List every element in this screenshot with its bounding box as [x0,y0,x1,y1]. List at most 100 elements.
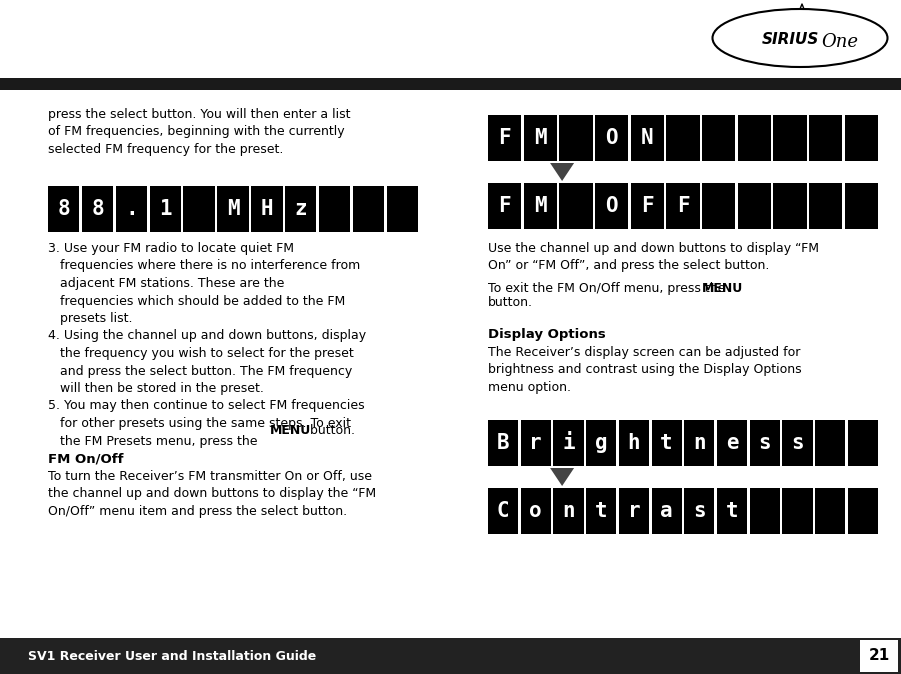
Bar [667,183,699,229]
Text: 21: 21 [869,648,889,663]
Bar [619,420,649,466]
Text: F: F [498,196,511,216]
Text: s: s [759,433,771,453]
Bar [521,488,551,534]
Bar [815,488,845,534]
Text: press the select button. You will then enter a list
of FM frequencies, beginning: press the select button. You will then e… [48,108,350,156]
Bar [809,115,842,161]
Bar [651,420,682,466]
Polygon shape [551,468,574,486]
Text: n: n [693,433,705,453]
Bar [387,186,418,232]
Text: z: z [295,199,307,219]
Text: Use the channel up and down buttons to display “FM
On” or “FM Off”, and press th: Use the channel up and down buttons to d… [488,242,819,272]
Text: To turn the Receiver’s FM transmitter On or Off, use
the channel up and down but: To turn the Receiver’s FM transmitter On… [48,470,376,518]
Bar [782,420,813,466]
Text: The Receiver’s display screen can be adjusted for
brightness and contrast using : The Receiver’s display screen can be adj… [488,346,802,394]
Bar [251,186,283,232]
Bar [702,115,735,161]
Bar [738,115,771,161]
Text: s: s [693,501,705,521]
Text: o: o [530,501,542,521]
Text: r: r [530,433,542,453]
Text: N: N [641,128,653,148]
Text: One: One [822,33,859,51]
Bar [587,488,616,534]
Text: F: F [641,196,653,216]
Text: t: t [595,501,607,521]
Bar [848,488,878,534]
Bar [717,420,747,466]
Bar [860,640,898,672]
Text: e: e [725,433,739,453]
Bar [750,488,780,534]
Text: button.: button. [488,296,533,309]
Bar [619,488,649,534]
Text: 8: 8 [58,199,70,219]
Bar [488,488,518,534]
Bar [488,183,521,229]
Bar [684,488,714,534]
Text: g: g [595,433,607,453]
Text: SIRIUS: SIRIUS [761,32,819,47]
Text: O: O [605,128,618,148]
Text: n: n [562,501,575,521]
Text: i: i [562,433,575,453]
Bar [553,488,584,534]
Text: F: F [677,196,689,216]
Bar [553,420,584,466]
Text: r: r [628,501,641,521]
Bar [560,183,593,229]
Bar [150,186,181,232]
Text: 3. Use your FM radio to locate quiet FM
   frequencies where there is no interfe: 3. Use your FM radio to locate quiet FM … [48,242,366,448]
Bar [773,183,806,229]
Bar [702,183,735,229]
Bar [773,115,806,161]
Bar [848,420,878,466]
Text: B: B [496,433,509,453]
Bar [560,115,593,161]
Bar [738,183,771,229]
Text: M: M [534,196,547,216]
Bar [319,186,350,232]
Bar [595,183,628,229]
Text: H: H [260,199,273,219]
Bar [115,186,147,232]
Text: Display Options: Display Options [488,328,605,341]
Text: M: M [227,199,240,219]
Bar [0,78,901,90]
Bar [523,115,557,161]
Bar [48,186,79,232]
Text: MENU: MENU [270,424,311,437]
Bar [488,115,521,161]
Bar [217,186,249,232]
Text: FM On/Off: FM On/Off [48,452,123,465]
Text: 8: 8 [91,199,104,219]
Bar [82,186,114,232]
Text: SV1 Receiver User and Installation Guide: SV1 Receiver User and Installation Guide [28,650,316,663]
Bar [488,420,518,466]
Bar [667,115,699,161]
Bar [0,638,901,674]
Bar [815,420,845,466]
Text: s: s [791,433,804,453]
Text: .: . [125,199,138,219]
Bar [717,488,747,534]
Text: To exit the FM On/Off menu, press the: To exit the FM On/Off menu, press the [488,282,730,295]
Text: C: C [496,501,509,521]
Text: F: F [498,128,511,148]
Text: h: h [628,433,641,453]
Text: 1: 1 [159,199,171,219]
Bar [353,186,384,232]
Bar [523,183,557,229]
Bar [587,420,616,466]
Bar [184,186,214,232]
Bar [285,186,316,232]
Bar [521,420,551,466]
Bar [595,115,628,161]
Bar [651,488,682,534]
Text: t: t [660,433,673,453]
Bar [750,420,780,466]
Text: M: M [534,128,547,148]
Bar [631,183,664,229]
